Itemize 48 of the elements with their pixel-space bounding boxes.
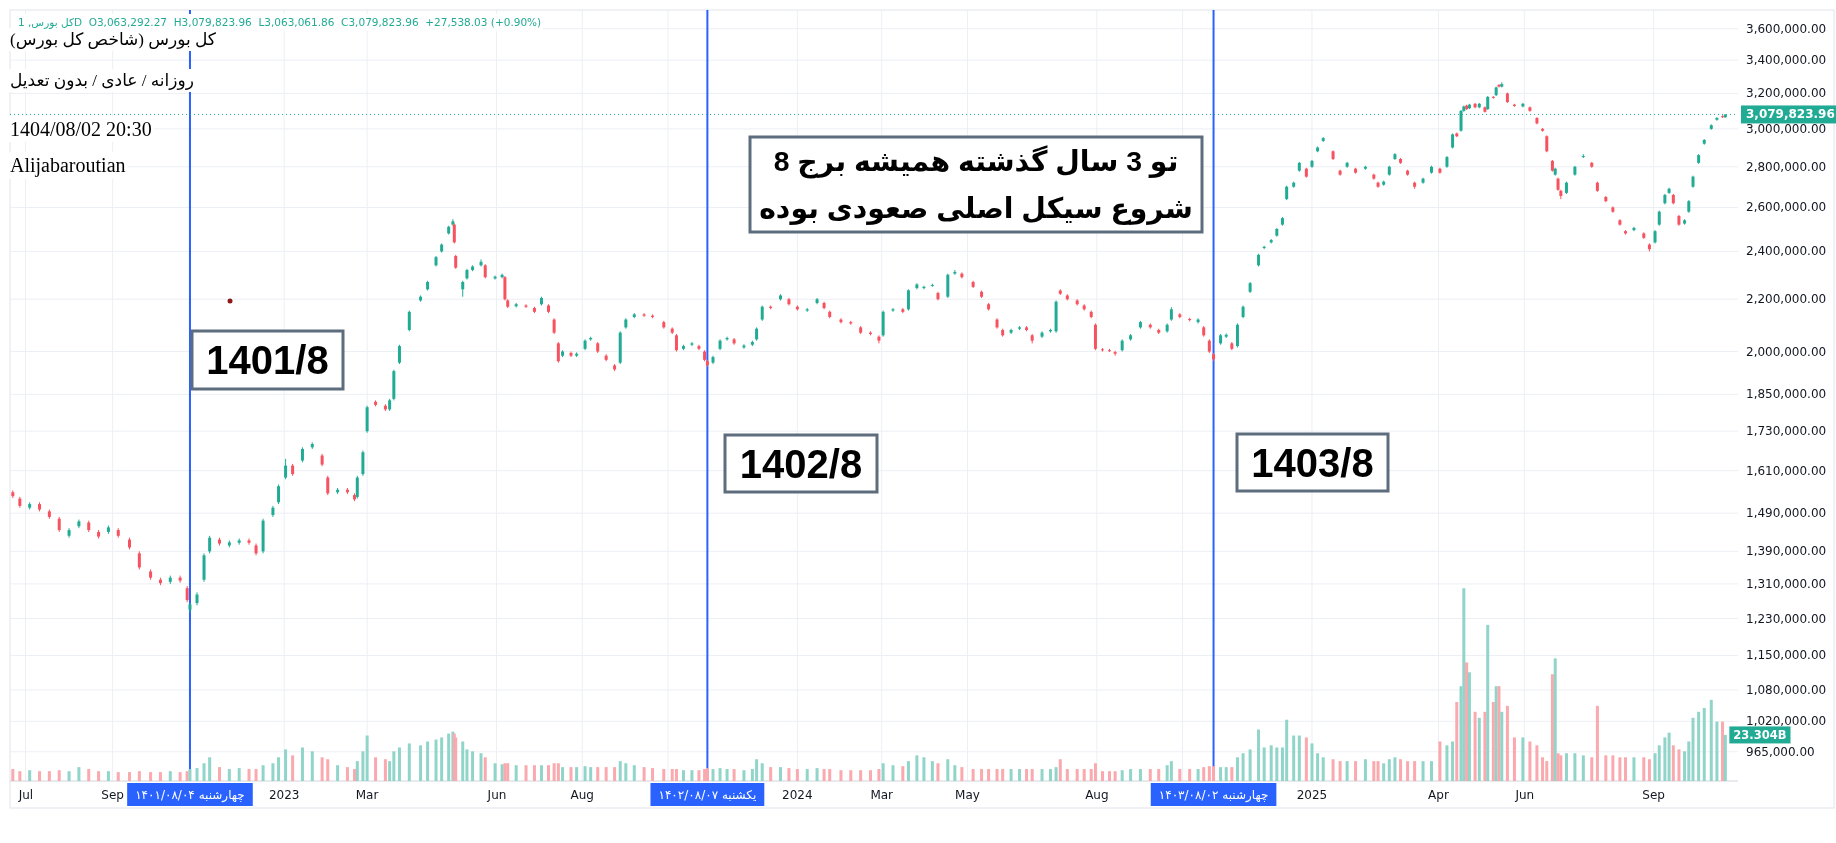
ref-line-label: چهارشنبه ۱۴۰۱/۰۸/۰۴ bbox=[135, 788, 245, 803]
x-tick-label: Apr bbox=[1428, 788, 1449, 802]
x-tick-label: Mar bbox=[355, 788, 379, 802]
x-tick-label: Sep bbox=[101, 788, 124, 802]
x-tick-label: May bbox=[955, 788, 980, 802]
y-tick-label: 1,150,000.00 bbox=[1746, 648, 1827, 663]
annotation: 23.304B bbox=[1733, 727, 1787, 742]
x-tick-label: Aug bbox=[1085, 788, 1109, 802]
x-tick-label: Sep bbox=[1642, 788, 1665, 802]
ref-line-label: 3,079,823.96 bbox=[1746, 107, 1835, 122]
y-tick-label: 1,490,000.00 bbox=[1746, 506, 1827, 521]
annotation: Alijabaroutian bbox=[10, 154, 126, 177]
y-tick-label: 1,080,000.00 bbox=[1746, 682, 1827, 697]
y-tick-label: 2,800,000.00 bbox=[1746, 159, 1827, 174]
x-tick-label: 2024 bbox=[782, 788, 813, 802]
ref-line-label: چهارشنبه ۱۴۰۳/۰۸/۰۲ bbox=[1158, 788, 1269, 803]
annotation: 1403/8 bbox=[1251, 440, 1374, 485]
annotation: 1404/08/02 20:30 bbox=[10, 118, 152, 140]
ref-line-label: یکشنبه ۱۴۰۲/۰۸/۰۷ bbox=[658, 788, 757, 802]
y-tick-label: 2,400,000.00 bbox=[1746, 244, 1827, 259]
y-tick-label: 3,000,000.00 bbox=[1746, 121, 1827, 136]
y-tick-label: 1,020,000.00 bbox=[1746, 714, 1827, 729]
y-tick-label: 2,600,000.00 bbox=[1746, 200, 1827, 215]
y-tick-label: 3,600,000.00 bbox=[1746, 21, 1827, 36]
y-tick-label: 2,200,000.00 bbox=[1746, 292, 1827, 307]
text: کل بورس (شاخص کل بورس) bbox=[10, 30, 217, 49]
y-tick-label: 1,390,000.00 bbox=[1746, 544, 1827, 559]
x-tick-label: Jun bbox=[1514, 788, 1535, 802]
x-tick-label: Mar bbox=[870, 788, 894, 802]
y-tick-label: 3,200,000.00 bbox=[1746, 86, 1827, 101]
y-tick-label: 1,730,000.00 bbox=[1746, 424, 1827, 439]
y-tick-label: 3,400,000.00 bbox=[1746, 53, 1827, 68]
y-tick-label: 1,310,000.00 bbox=[1746, 576, 1827, 591]
x-tick-label: Aug bbox=[570, 788, 594, 802]
annotation: 1402/8 bbox=[739, 441, 863, 486]
y-tick-label: 1,850,000.00 bbox=[1746, 387, 1827, 402]
x-tick-label: 2025 bbox=[1296, 788, 1328, 802]
y-tick-label: 1,230,000.00 bbox=[1746, 611, 1827, 626]
x-tick-label: Jul bbox=[17, 788, 34, 802]
y-tick-label: 965,000.00 bbox=[1746, 744, 1815, 759]
annotation: کل بورس, 1D O3,063,292.27 H3,079,823.96 L3,063,061.86 C3,079,823.96 +27,538.03 (+0.90%) bbox=[18, 16, 542, 29]
x-tick-label: Jun bbox=[486, 788, 507, 802]
y-tick-label: 2,000,000.00 bbox=[1746, 344, 1827, 359]
x-tick-label: 2023 bbox=[268, 788, 300, 802]
annotation: 1401/8 bbox=[206, 338, 329, 382]
y-tick-label: 1,610,000.00 bbox=[1746, 463, 1827, 478]
annotation: تو 3 سال گذشته همیشه برج 8 شروع سیکل اصلی صعودی بوده bbox=[759, 144, 1193, 226]
text: روزانه / عادی / بدون تعدیل bbox=[10, 71, 194, 90]
